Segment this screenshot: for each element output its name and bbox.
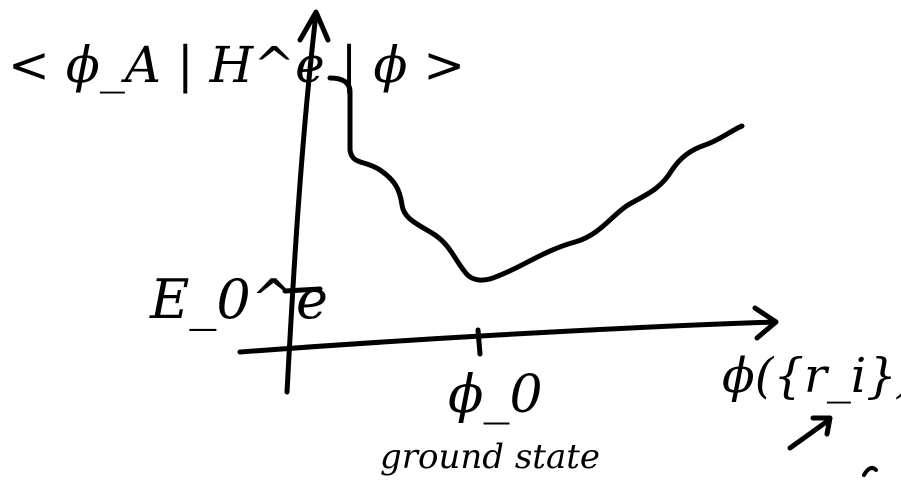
pointer-arrow: [787, 415, 878, 477]
x-axis: [237, 305, 779, 355]
minimum-caption: ground state: [380, 437, 600, 477]
minimum-label: ϕ_0: [448, 365, 543, 425]
phi0-tick: [475, 327, 483, 357]
ground-energy-label: E_0^e: [149, 268, 328, 331]
y-axis: [284, 9, 331, 395]
energy-curve: [327, 75, 745, 283]
e0-tick: [282, 286, 323, 294]
y-axis-label: < ϕ_A | H^e | ϕ >: [8, 36, 465, 94]
x-axis-label: ϕ({r_i}): [722, 348, 901, 404]
